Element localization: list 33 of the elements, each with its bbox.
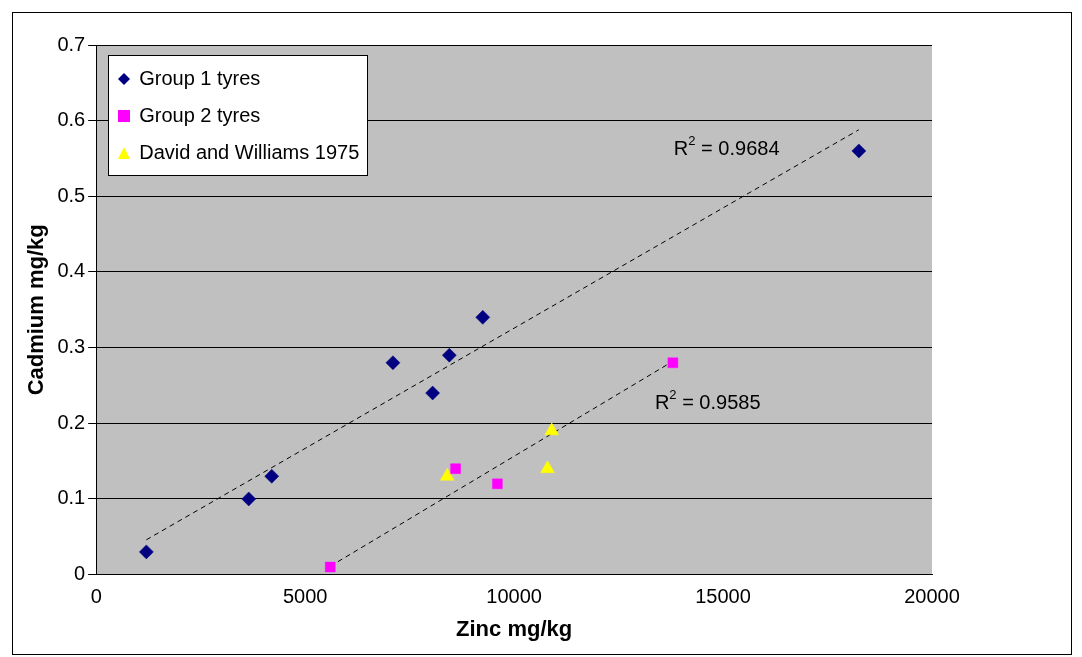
point [425,385,440,401]
x-tick-label: 20000 [904,585,960,608]
y-tick-label: 0.1 [57,486,86,509]
point [139,544,154,560]
x-axis-title: Zinc mg/kg [456,615,573,641]
point [851,143,867,159]
y-tick-label: 0.6 [57,108,86,131]
point [475,310,491,325]
point [442,347,457,363]
point [264,469,279,484]
x-tick-label: 5000 [282,585,328,608]
point [540,460,555,473]
x-tick-label: 0 [90,585,102,608]
y-tick-label: 0.2 [57,410,86,433]
y-tick-label: 0.7 [57,32,86,55]
point [385,355,401,371]
point [667,357,679,368]
point [325,561,336,573]
legend-label: Group 2 tyres [139,103,261,128]
point [450,463,461,474]
y-tick-label: 0.4 [57,259,86,282]
y-tick-label: 0.3 [57,335,86,358]
y-tick-label: 0.5 [57,183,86,206]
point [241,491,256,507]
legend-label: Group 1 tyres [139,66,261,91]
y-axis-title: Cadmium mg/kg [23,224,49,396]
point [440,468,455,481]
x-tick-label: 10000 [486,585,542,608]
y-tick-label: 0 [74,562,86,585]
point [544,422,559,436]
point [492,478,503,490]
x-tick-label: 15000 [695,585,751,608]
legend-label: David and Williams 1975 [139,140,360,165]
